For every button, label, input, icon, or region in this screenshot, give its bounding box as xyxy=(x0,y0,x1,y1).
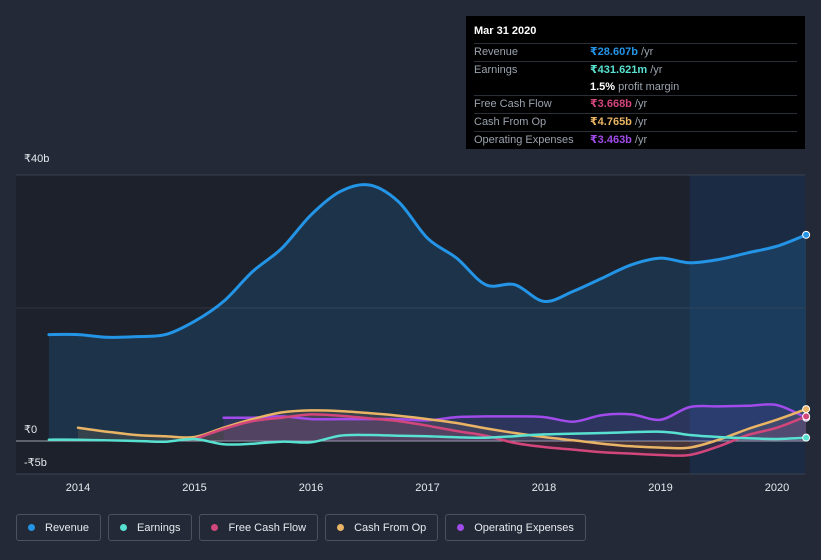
tooltip-label xyxy=(474,79,590,96)
x-tick-label: 2016 xyxy=(299,482,323,494)
tooltip-unit: /yr xyxy=(641,46,654,58)
series-endpoint-revenue xyxy=(802,230,811,239)
legend-label: Free Cash Flow xyxy=(228,521,307,534)
tooltip-label: Free Cash Flow xyxy=(474,98,552,111)
chart-tooltip: Mar 31 2020 Revenue ₹28.607b /yr Earning… xyxy=(466,16,805,149)
series-line-operating-expenses xyxy=(222,403,808,423)
tooltip-unit: /yr xyxy=(634,133,648,146)
tooltip-row-earnings: Earnings ₹431.621m /yr xyxy=(474,60,797,79)
series-endpoint-cash-from-op xyxy=(802,405,811,414)
series-endpoint-earnings xyxy=(802,433,811,442)
tooltip-unit: /yr xyxy=(650,63,663,76)
tooltip-unit: /yr xyxy=(634,116,648,129)
legend-item-revenue[interactable]: Revenue xyxy=(16,514,102,541)
y-axis-label: ₹40b xyxy=(24,153,49,165)
y-axis-label: ₹0 xyxy=(24,424,37,436)
series-area-revenue xyxy=(48,184,807,441)
legend-dot-icon xyxy=(457,524,465,531)
chart-legend: Revenue Earnings Free Cash Flow Cash Fro… xyxy=(16,514,586,541)
x-tick-label: 2014 xyxy=(66,482,90,494)
legend-item-earnings[interactable]: Earnings xyxy=(108,514,193,541)
legend-dot-icon xyxy=(337,524,345,531)
legend-label: Earnings xyxy=(137,521,181,534)
tooltip-row-revenue: Revenue ₹28.607b /yr xyxy=(474,43,797,61)
legend-item-cash-from-op[interactable]: Cash From Op xyxy=(325,514,439,541)
legend-item-free-cash-flow[interactable]: Free Cash Flow xyxy=(199,514,319,541)
tooltip-unit: profit margin xyxy=(618,80,680,93)
tooltip-row-operating-expenses: Operating Expenses ₹3.463b /yr xyxy=(474,130,797,149)
x-tick-label: 2019 xyxy=(648,482,672,494)
tooltip-value: ₹3.668b xyxy=(590,98,632,111)
tooltip-value: ₹3.463b xyxy=(590,133,632,146)
legend-dot-icon xyxy=(211,524,219,531)
tooltip-row-free-cash-flow: Free Cash Flow ₹3.668b /yr xyxy=(474,95,797,113)
series-line-revenue xyxy=(47,183,808,339)
tooltip-row-profit-margin: 1.5% profit margin xyxy=(474,79,797,96)
plot-background xyxy=(16,175,805,474)
tooltip-value: ₹4.765b xyxy=(590,116,632,129)
x-tick-label: 2017 xyxy=(415,482,439,494)
legend-item-operating-expenses[interactable]: Operating Expenses xyxy=(445,514,586,541)
series-line-cash-from-op xyxy=(76,407,808,450)
series-endpoint-free-cash-flow xyxy=(802,412,811,421)
tooltip-date: Mar 31 2020 xyxy=(474,25,537,37)
x-tick-label: 2015 xyxy=(182,482,206,494)
legend-label: Operating Expenses xyxy=(474,521,574,534)
tooltip-label: Operating Expenses xyxy=(474,133,574,146)
legend-dot-icon xyxy=(120,524,128,531)
y-axis-label: -₹5b xyxy=(24,457,47,469)
x-tick-label: 2018 xyxy=(532,482,556,494)
series-line-free-cash-flow xyxy=(193,413,808,457)
tooltip-value: ₹431.621m xyxy=(590,63,648,76)
tooltip-row-cash-from-op: Cash From Op ₹4.765b /yr xyxy=(474,113,797,131)
series-line-earnings xyxy=(47,430,808,446)
legend-label: Revenue xyxy=(45,521,90,534)
tooltip-value: ₹28.607b xyxy=(590,46,639,58)
tooltip-label: Earnings xyxy=(474,63,518,76)
tooltip-value: 1.5% xyxy=(590,80,616,93)
tooltip-unit: /yr xyxy=(634,98,648,111)
series-area-free-cash-flow xyxy=(194,414,807,456)
legend-label: Cash From Op xyxy=(354,521,427,534)
tooltip-label: Revenue xyxy=(474,46,519,58)
tooltip-label: Cash From Op xyxy=(474,116,547,129)
x-tick-label: 2020 xyxy=(765,482,789,494)
legend-dot-icon xyxy=(28,524,35,531)
